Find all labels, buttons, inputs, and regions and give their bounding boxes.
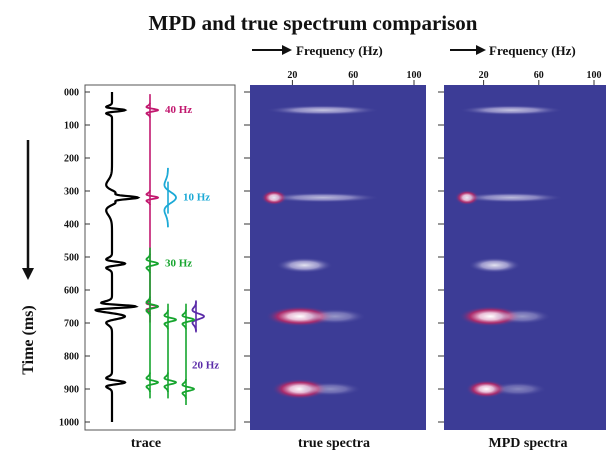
wavelet-label: 10 Hz (183, 192, 210, 204)
wavelet-green (145, 296, 159, 317)
x-tick-label: 100 (407, 70, 422, 81)
trace-xlabel: trace (131, 436, 161, 451)
spectral-blob (458, 105, 564, 116)
trace-panel: 40 Hz 10 Hz 30 Hz 20 Hz (93, 92, 219, 422)
x-tick-label: 100 (587, 70, 602, 81)
spectral-blob (265, 105, 380, 116)
y-tick-label: 600 (64, 286, 79, 297)
wavelet-cyan (163, 167, 177, 228)
freq-arrowhead-true (282, 45, 292, 55)
x-tick-label: 60 (348, 70, 358, 81)
freq-header-mpd: Frequency (Hz) (450, 43, 576, 58)
mpd-spectra-xlabel: MPD spectra (489, 436, 568, 451)
y-tick-label: 200 (64, 154, 79, 165)
extra-wavelet (181, 379, 195, 399)
x-tick-label: 60 (534, 70, 544, 81)
spectral-blob (493, 308, 552, 325)
composite-trace (93, 92, 141, 422)
y-tick-label: 300 (64, 187, 79, 198)
y-tick-label: 000 (64, 88, 79, 99)
y-tick-label: 1000 (59, 418, 79, 429)
spectral-blob (299, 382, 362, 396)
spectral-blob (265, 192, 380, 203)
wavelet-purple (191, 301, 205, 332)
spectral-blob (489, 382, 547, 396)
wavelet-magenta (145, 102, 160, 118)
wavelet-label: 40 Hz (165, 104, 192, 116)
wavelet-magenta (145, 190, 160, 206)
spectral-blob (276, 257, 333, 273)
wavelet-green (145, 253, 159, 274)
y-axis-title-group: Time (ms) (20, 140, 37, 375)
y-tick-label: 100 (64, 121, 79, 132)
extra-wavelet (163, 309, 177, 330)
x-tick-label: 20 (479, 70, 489, 81)
extra-wavelet (163, 372, 177, 393)
y-tick-label: 500 (64, 253, 79, 264)
x-tick-label: 20 (287, 70, 297, 81)
spectral-blob (468, 257, 521, 273)
freq-label-mpd: Frequency (Hz) (489, 43, 576, 58)
time-arrow-head (22, 268, 34, 280)
y-tick-label: 900 (64, 385, 79, 396)
wavelet-label: 30 Hz (165, 258, 192, 270)
true-spectra-xlabel: true spectra (298, 436, 370, 451)
spectral-blob (303, 308, 367, 325)
chart-title: MPD and true spectrum comparison (149, 11, 478, 35)
freq-label-true: Frequency (Hz) (296, 43, 383, 58)
y-tick-label: 700 (64, 319, 79, 330)
y-axis-label: Time (ms) (20, 305, 37, 374)
axis-ticks: 000 100 200 300 400 500 600 700 800 900 1000 20 60 10… (59, 70, 602, 429)
true-spectra-blobs (261, 105, 380, 400)
y-tick-label: 800 (64, 352, 79, 363)
mpd-spectra-panel (444, 85, 606, 430)
wavelet-label: 20 Hz (192, 359, 219, 371)
extra-wavelet (181, 309, 195, 330)
freq-arrowhead-mpd (476, 45, 486, 55)
y-tick-label: 400 (64, 220, 79, 231)
wavelet-green (145, 372, 159, 393)
mpd-spectra-blobs (454, 105, 564, 398)
spectral-blob (458, 192, 564, 203)
freq-header-true: Frequency (Hz) (252, 43, 383, 58)
true-spectra-panel (250, 85, 426, 430)
